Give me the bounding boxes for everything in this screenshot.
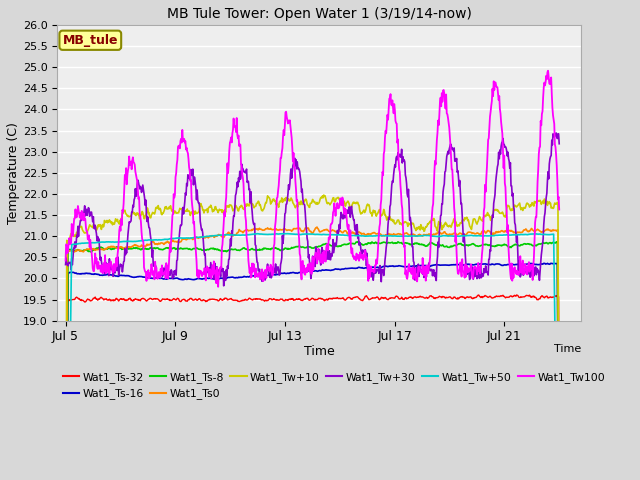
Wat1_Tw+30 [488,229,495,235]
Wat1_Tw+30 [552,130,560,136]
Text: Time: Time [554,344,581,354]
Wat1_Tw+50 [92,240,100,246]
Y-axis label: Temperature (C): Temperature (C) [7,122,20,224]
Wat1_Tw+50 [362,233,370,239]
Wat1_Tw+30 [556,141,563,146]
Wat1_Tw+50 [280,231,287,237]
Wat1_Tw+50 [349,233,356,239]
Wat1_Ts-8 [436,242,444,248]
Wat1_Ts-8 [488,243,495,249]
Wat1_Tw+30 [61,262,69,267]
Line: Wat1_Ts0: Wat1_Ts0 [65,227,559,480]
Wat1_Ts0 [349,230,356,236]
Wat1_Tw+10 [488,215,495,220]
Wat1_Tw100 [377,202,385,208]
Wat1_Ts-32 [513,292,520,298]
Wat1_Tw+50 [488,233,495,239]
Line: Wat1_Tw+30: Wat1_Tw+30 [65,133,559,286]
Wat1_Ts-8 [377,240,385,246]
Wat1_Tw100 [61,258,69,264]
Wat1_Tw+30 [349,213,356,219]
X-axis label: Time: Time [304,345,335,358]
Line: Wat1_Ts-32: Wat1_Ts-32 [65,295,559,480]
Wat1_Tw100 [544,68,552,73]
Wat1_Ts0 [92,246,100,252]
Line: Wat1_Ts-8: Wat1_Ts-8 [65,242,559,480]
Wat1_Tw+10 [349,200,356,206]
Wat1_Ts-16 [348,265,356,271]
Wat1_Tw+10 [362,207,370,213]
Wat1_Tw+30 [220,283,228,288]
Wat1_Tw+10 [320,192,328,198]
Wat1_Ts-16 [92,271,100,277]
Wat1_Ts-32 [436,294,444,300]
Wat1_Ts-32 [362,293,369,299]
Title: MB Tule Tower: Open Water 1 (3/19/14-now): MB Tule Tower: Open Water 1 (3/19/14-now… [167,7,472,21]
Wat1_Tw+30 [377,270,385,276]
Line: Wat1_Tw+10: Wat1_Tw+10 [65,195,559,480]
Line: Wat1_Ts-16: Wat1_Ts-16 [65,264,559,480]
Wat1_Ts-16 [540,261,548,266]
Wat1_Tw100 [92,261,100,266]
Wat1_Tw100 [214,284,222,289]
Wat1_Ts0 [313,224,321,230]
Wat1_Ts-32 [376,296,384,302]
Legend: Wat1_Ts-32, Wat1_Ts-16, Wat1_Ts-8, Wat1_Ts0, Wat1_Tw+10, Wat1_Tw+30, Wat1_Tw+50,: Wat1_Ts-32, Wat1_Ts-16, Wat1_Ts-8, Wat1_… [63,372,605,399]
Wat1_Ts-16 [436,263,444,268]
Wat1_Tw100 [556,206,563,212]
Wat1_Ts0 [488,231,495,237]
Line: Wat1_Tw100: Wat1_Tw100 [65,71,559,287]
Wat1_Ts0 [362,232,370,238]
Text: MB_tule: MB_tule [63,34,118,47]
Wat1_Ts0 [436,230,444,236]
Wat1_Tw100 [349,254,356,260]
Wat1_Tw+50 [436,233,444,239]
Wat1_Tw100 [488,103,495,108]
Wat1_Ts-32 [92,296,100,301]
Wat1_Ts-8 [348,241,356,247]
Wat1_Ts-8 [353,239,361,245]
Wat1_Ts-32 [348,296,356,302]
Wat1_Ts-8 [92,246,100,252]
Wat1_Tw+30 [436,213,444,218]
Wat1_Tw+30 [362,250,370,255]
Wat1_Tw100 [362,255,370,261]
Wat1_Tw100 [436,95,444,100]
Wat1_Ts0 [377,231,385,237]
Wat1_Ts-32 [487,294,495,300]
Wat1_Tw+10 [92,224,100,229]
Wat1_Ts-8 [362,241,370,247]
Line: Wat1_Tw+50: Wat1_Tw+50 [65,234,559,480]
Wat1_Ts-16 [362,265,369,271]
Wat1_Tw+10 [377,211,385,217]
Wat1_Tw+10 [436,219,444,225]
Wat1_Tw+50 [377,233,385,239]
Wat1_Ts-16 [487,262,495,267]
Wat1_Ts-16 [376,265,384,271]
Wat1_Tw+30 [92,227,100,233]
